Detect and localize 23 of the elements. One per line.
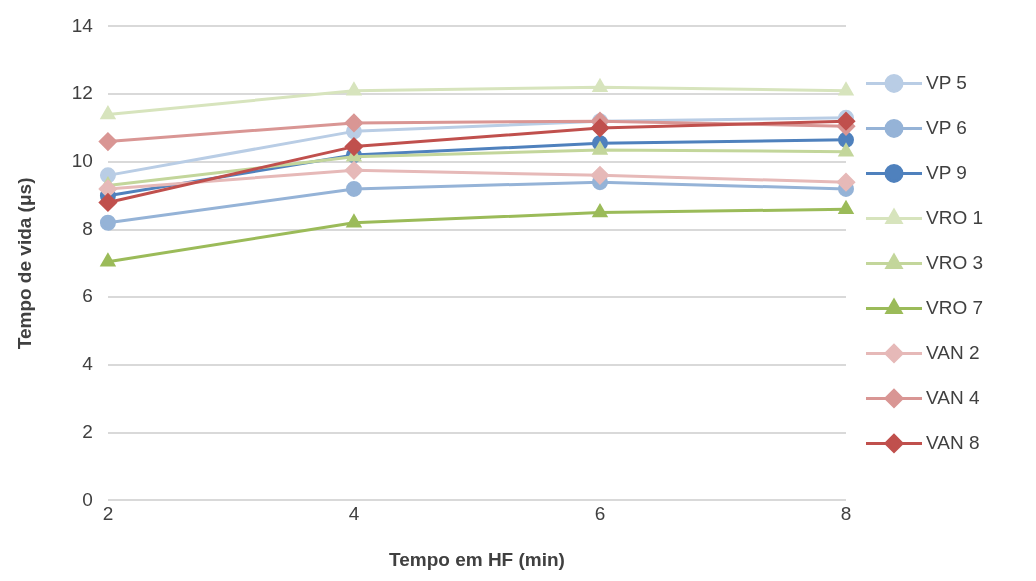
x-tick-label: 2 xyxy=(102,503,114,525)
legend-label: VP 9 xyxy=(926,161,967,183)
y-tick-label: 10 xyxy=(71,150,93,172)
legend-label: VAN 8 xyxy=(926,431,980,453)
y-tick-label: 2 xyxy=(82,420,93,442)
y-axis-title: Tempo de vida (μs) xyxy=(13,177,35,350)
x-tick-label: 8 xyxy=(840,503,852,525)
legend-label: VRO 1 xyxy=(926,206,984,228)
y-tick-label: 4 xyxy=(82,353,94,375)
y-tick-label: 14 xyxy=(71,14,94,36)
y-tick-label: 6 xyxy=(82,285,93,307)
legend-label: VAN 4 xyxy=(926,386,980,408)
y-tick-label: 12 xyxy=(71,82,93,104)
y-tick-label: 0 xyxy=(82,488,93,510)
legend-label: VRO 3 xyxy=(926,251,984,273)
y-tick-label: 8 xyxy=(82,217,93,239)
x-tick-label: 4 xyxy=(348,503,360,525)
legend-label: VAN 2 xyxy=(926,341,980,363)
legend-label: VP 6 xyxy=(926,116,967,138)
legend-label: VRO 7 xyxy=(926,296,984,318)
x-tick-label: 6 xyxy=(594,503,606,525)
x-axis-title: Tempo em HF (min) xyxy=(389,548,565,570)
legend-label: VP 5 xyxy=(926,71,967,93)
